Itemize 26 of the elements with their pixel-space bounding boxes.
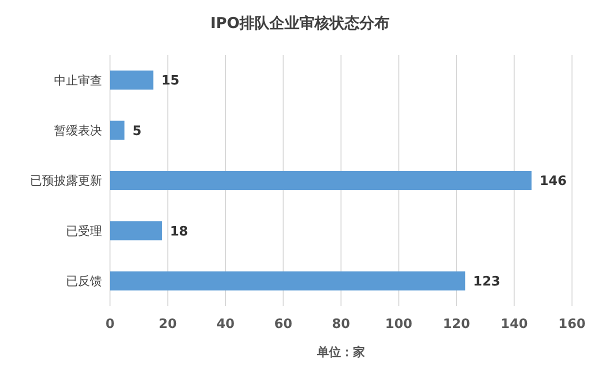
data-label: 123 <box>473 274 500 290</box>
x-tick-label: 40 <box>216 317 235 332</box>
y-tick-label: 已反馈 <box>66 274 102 288</box>
bar <box>110 120 124 140</box>
data-label: 18 <box>170 224 188 240</box>
data-label: 15 <box>161 74 180 89</box>
x-tick-label: 160 <box>558 317 586 332</box>
y-tick-label: 暂缓表决 <box>54 124 102 138</box>
y-tick-label: 中止审查 <box>54 73 102 88</box>
data-label: 5 <box>132 124 142 139</box>
chart-title: IPO排队企业审核状态分布 <box>210 14 390 32</box>
bar <box>110 70 154 90</box>
x-tick-label: 140 <box>500 317 528 332</box>
x-tick-label: 20 <box>158 317 177 332</box>
bar <box>110 271 466 290</box>
x-tick-label: 60 <box>274 317 292 332</box>
x-tick-label: 100 <box>385 317 412 332</box>
x-tick-label: 120 <box>442 317 470 332</box>
x-tick-label: 80 <box>332 317 350 332</box>
y-tick-label: 已受理 <box>66 224 102 238</box>
y-tick-label: 已预披露更新 <box>30 174 102 188</box>
bar <box>110 170 532 190</box>
x-tick-label: 0 <box>105 317 115 332</box>
bar <box>110 221 162 240</box>
x-axis-title: 单位：家 <box>316 345 365 359</box>
data-label: 146 <box>540 174 567 190</box>
